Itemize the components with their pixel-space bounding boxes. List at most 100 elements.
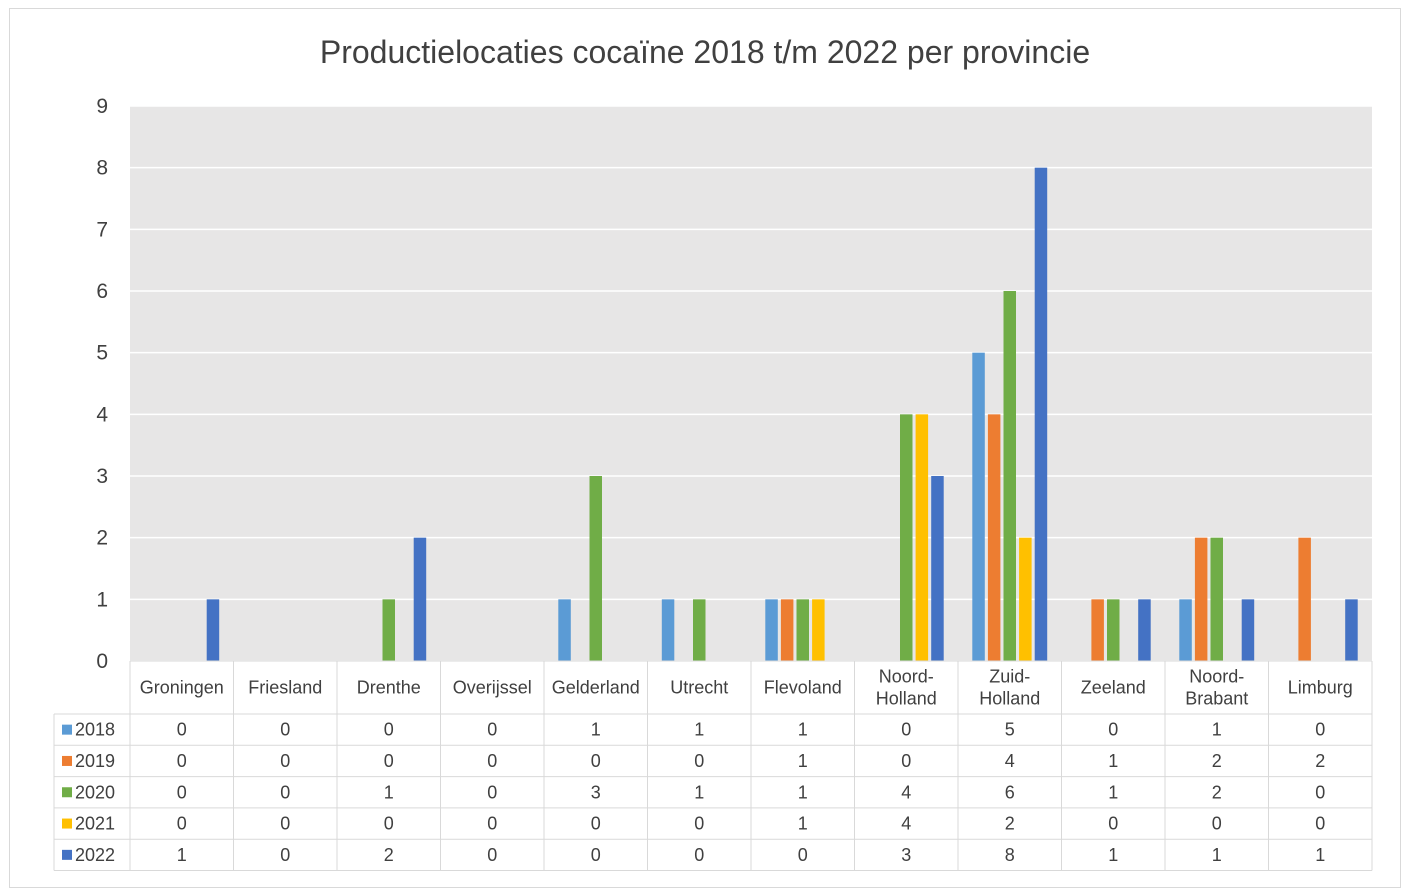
legend-label: 2022: [75, 845, 115, 865]
table-cell: 1: [1212, 845, 1222, 865]
table-cell: 8: [1005, 845, 1015, 865]
bar: [1107, 599, 1120, 661]
table-cell: 0: [1212, 814, 1222, 834]
table-cell: 0: [901, 751, 911, 771]
table-cell: 0: [384, 720, 394, 740]
table-cell: 0: [177, 720, 187, 740]
table-cell: 0: [280, 814, 290, 834]
table-cell: 0: [694, 845, 704, 865]
table-cell: 0: [1108, 720, 1118, 740]
table-cell: 0: [280, 751, 290, 771]
bar: [780, 599, 794, 661]
table-cell: 1: [1108, 751, 1118, 771]
y-tick-label: 9: [96, 95, 108, 118]
legend-key: [62, 818, 72, 829]
legend-label: 2018: [75, 720, 115, 740]
table-cell: 0: [487, 845, 497, 865]
table-cell: 0: [487, 814, 497, 834]
table-cell: 0: [694, 814, 704, 834]
bar: [206, 599, 220, 661]
data-table: Groningen Friesland Drenthe Overijssel Gelde…: [53, 660, 1373, 871]
table-cell: 1: [177, 845, 187, 865]
table-cell: 1: [798, 782, 808, 802]
bar: [1345, 599, 1358, 661]
bar: [661, 599, 675, 661]
category-label: Brabant: [1185, 689, 1248, 709]
table-cell: 5: [1005, 720, 1015, 740]
table-cell: 1: [694, 782, 704, 802]
table-cell: 0: [280, 782, 290, 802]
table-cell: 1: [1212, 720, 1222, 740]
bar: [1241, 599, 1255, 661]
table-cell: 0: [798, 845, 808, 865]
bar: [558, 599, 571, 661]
table-cell: 1: [1315, 845, 1325, 865]
bar: [1034, 167, 1048, 661]
legend-key: [62, 787, 72, 798]
table-cell: 2: [1005, 814, 1015, 834]
table-cell: 0: [177, 751, 187, 771]
y-tick-label: 8: [96, 157, 108, 180]
bar: [987, 414, 1001, 661]
table-cell: 0: [591, 845, 601, 865]
table-cell: 1: [798, 751, 808, 771]
table-cell: 1: [591, 720, 601, 740]
bar: [812, 599, 825, 661]
bars: [206, 167, 1358, 661]
table-cell: 0: [1315, 720, 1325, 740]
table-cell: 1: [798, 814, 808, 834]
y-tick-label: 4: [96, 403, 108, 426]
category-label: Utrecht: [670, 678, 728, 698]
table-cell: 0: [694, 751, 704, 771]
category-label: Zeeland: [1081, 678, 1146, 698]
plot-area: [130, 106, 1372, 661]
bar: [382, 599, 395, 661]
bar: [1138, 599, 1151, 661]
chart-title: Productielocaties cocaïne 2018 t/m 2022 …: [320, 34, 1090, 70]
bar: [796, 599, 809, 661]
y-tick-label: 0: [96, 650, 108, 673]
legend-key: [62, 724, 72, 735]
table-cell: 1: [1108, 845, 1118, 865]
bar: [915, 414, 929, 661]
table-cell: 0: [901, 720, 911, 740]
table-cell: 2: [384, 845, 394, 865]
table-cell: 1: [384, 782, 394, 802]
category-label: Flevoland: [764, 678, 842, 698]
category-label: Holland: [979, 689, 1040, 709]
table-cell: 1: [798, 720, 808, 740]
category-label: Overijssel: [453, 678, 532, 698]
table-cell: 0: [177, 814, 187, 834]
bar: [1003, 291, 1016, 661]
bar: [931, 476, 944, 661]
y-tick-label: 6: [96, 280, 108, 303]
table-cell: 0: [1315, 814, 1325, 834]
y-tick-label: 3: [96, 465, 108, 488]
table-cell: 4: [901, 814, 911, 834]
bar: [1194, 537, 1208, 661]
legend-label: 2021: [75, 814, 115, 834]
legend-key: [62, 755, 72, 766]
table-cell: 0: [591, 814, 601, 834]
table-cell: 0: [280, 845, 290, 865]
table-cell: 0: [1315, 782, 1325, 802]
table-cell: 3: [591, 782, 601, 802]
category-label: Holland: [876, 689, 937, 709]
legend-key: [62, 849, 72, 860]
table-cell: 0: [591, 751, 601, 771]
y-tick-label: 1: [96, 588, 108, 611]
table-cell: 2: [1212, 751, 1222, 771]
table-cell: 4: [1005, 751, 1015, 771]
y-axis-ticks: 0 1 2 3 4 5 6 7 8 9: [96, 95, 108, 673]
table-cell: 0: [1108, 814, 1118, 834]
table-cell: 0: [487, 720, 497, 740]
bar: [1210, 537, 1223, 661]
bar: [413, 537, 427, 661]
bar: [972, 352, 985, 661]
table-cell: 6: [1005, 782, 1015, 802]
table-cell: 2: [1212, 782, 1222, 802]
bar: [1298, 537, 1311, 661]
table-cell: 1: [1108, 782, 1118, 802]
table-cell: 1: [694, 720, 704, 740]
